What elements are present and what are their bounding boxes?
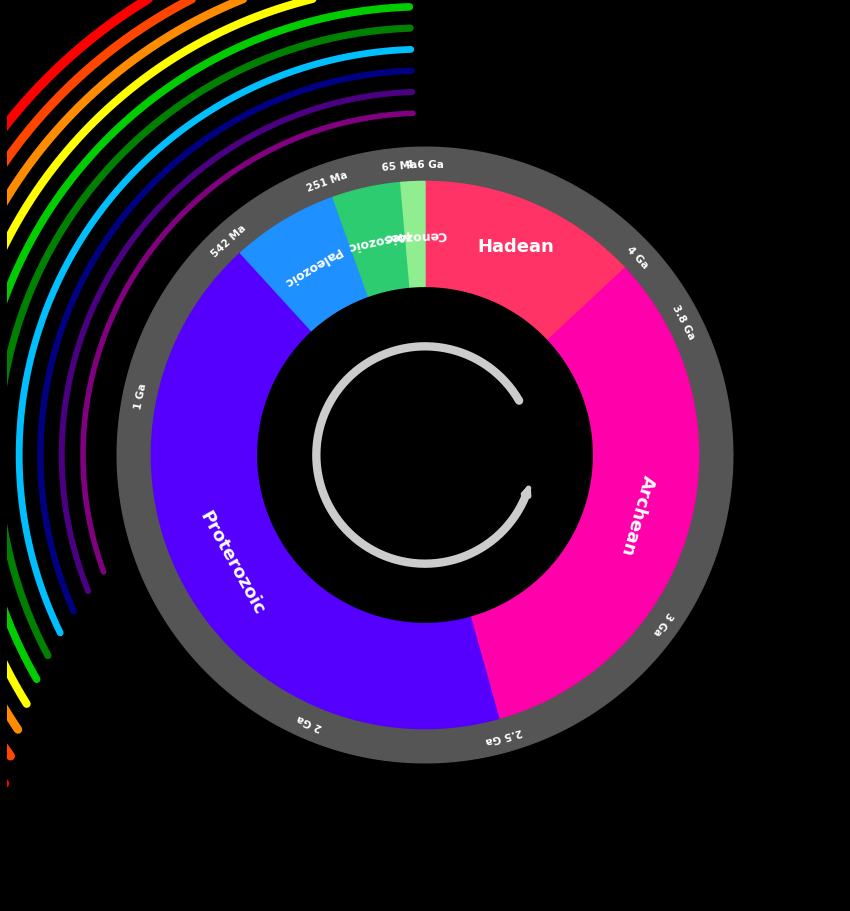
- Text: 65 Ma: 65 Ma: [381, 159, 417, 173]
- Text: 2.5 Ga: 2.5 Ga: [484, 725, 523, 745]
- Text: Mesozoic: Mesozoic: [345, 227, 411, 253]
- Polygon shape: [333, 183, 411, 298]
- Text: Archean: Archean: [617, 473, 657, 558]
- Text: 3.8 Ga: 3.8 Ga: [670, 302, 696, 341]
- Text: Paleozoic: Paleozoic: [280, 244, 343, 290]
- Text: Proterozoic: Proterozoic: [196, 507, 269, 618]
- Text: 1 Ga: 1 Ga: [133, 383, 148, 410]
- Text: 4.6 Ga: 4.6 Ga: [406, 160, 444, 170]
- Text: 2 Ga: 2 Ga: [295, 712, 323, 732]
- Text: Cenozoic: Cenozoic: [384, 228, 446, 243]
- Polygon shape: [470, 269, 699, 719]
- Polygon shape: [400, 182, 425, 289]
- Polygon shape: [151, 254, 499, 729]
- Text: Hadean: Hadean: [478, 238, 554, 256]
- Text: 3 Ga: 3 Ga: [651, 609, 674, 637]
- Polygon shape: [425, 182, 625, 342]
- Polygon shape: [258, 289, 592, 622]
- Polygon shape: [241, 198, 369, 333]
- Text: 4 Ga: 4 Ga: [625, 244, 650, 271]
- Text: 542 Ma: 542 Ma: [210, 223, 248, 260]
- Polygon shape: [117, 148, 733, 763]
- Text: 251 Ma: 251 Ma: [305, 170, 349, 194]
